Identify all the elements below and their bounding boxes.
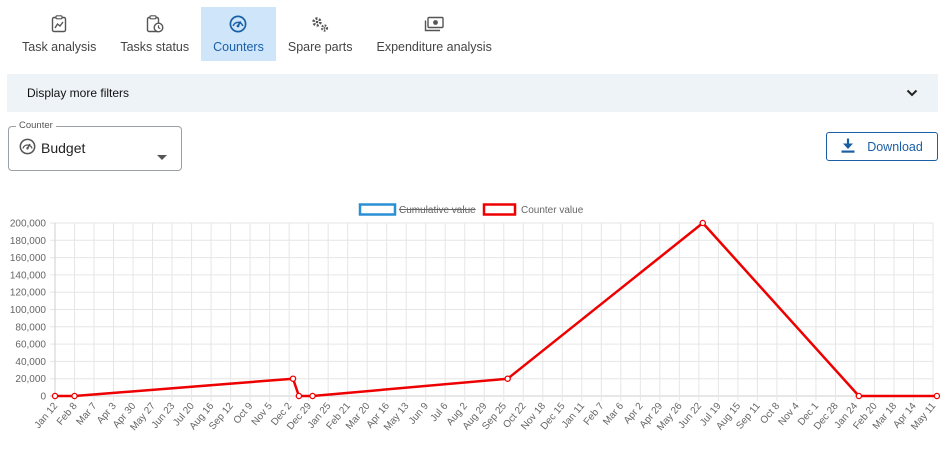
y-tick-label: 120,000 (10, 288, 47, 299)
clipboard-clock-icon (144, 13, 166, 35)
tab-spare-parts[interactable]: Spare parts (276, 7, 365, 61)
download-icon (841, 138, 867, 156)
counter-select-label: Counter (16, 120, 56, 131)
y-tick-label: 40,000 (15, 357, 46, 368)
more-filters-toggle[interactable]: Display more filters (7, 74, 938, 112)
data-point (71, 392, 78, 400)
download-label: Download (867, 139, 923, 154)
chart-clipboard-icon (48, 13, 70, 35)
gauge-icon (19, 138, 41, 158)
counter-select[interactable]: Counter Budget (8, 120, 182, 171)
tab-label: Counters (213, 40, 264, 54)
y-tick-label: 180,000 (10, 236, 47, 247)
data-point (295, 392, 303, 400)
download-button[interactable]: Download (826, 132, 938, 161)
counter-select-value: Budget (41, 140, 86, 156)
x-tick-label: Feb 7 (582, 401, 607, 428)
gears-icon (309, 13, 331, 35)
y-tick-label: 100,000 (10, 305, 47, 316)
money-icon (423, 13, 445, 35)
tab-label: Task analysis (22, 40, 97, 54)
tab-label: Expenditure analysis (376, 40, 492, 54)
x-tick-label: Feb 8 (55, 401, 80, 428)
x-tick-label: Mar 7 (74, 401, 99, 428)
tab-label: Spare parts (287, 40, 353, 54)
x-tick-label: Mar 6 (601, 401, 626, 428)
data-point (933, 392, 941, 400)
caret-down-icon (157, 147, 167, 165)
more-filters-label: Display more filters (27, 86, 130, 100)
tab-label: Tasks status (120, 40, 190, 54)
chevron-down-icon (906, 86, 918, 100)
legend-label-cumulative: Cumulative value (399, 205, 476, 216)
data-point (855, 392, 863, 400)
data-point (51, 392, 59, 400)
x-tick-label: Jun 9 (407, 401, 431, 427)
tab-task-analysis[interactable]: Task analysis (10, 7, 108, 61)
data-point (699, 219, 707, 227)
tab-tasks-status[interactable]: Tasks status (108, 7, 201, 61)
y-tick-label: 60,000 (15, 340, 46, 351)
y-tick-label: 140,000 (10, 270, 47, 281)
gauge-icon (227, 13, 249, 35)
data-point (504, 375, 511, 382)
tab-bar: Task analysis Tasks status Counters Spar… (10, 7, 504, 61)
y-tick-label: 0 (40, 392, 46, 403)
y-tick-label: 160,000 (10, 253, 47, 264)
data-point (309, 392, 316, 400)
y-tick-label: 20,000 (15, 374, 46, 385)
tab-expenditure-analysis[interactable]: Expenditure analysis (364, 7, 503, 61)
legend-swatch-counter (482, 203, 517, 216)
legend-label-counter: Counter value (521, 205, 584, 216)
counter-chart: 0 20,000 40,000 60,000 80,000 100,000 120,000 1… (10, 203, 941, 433)
y-tick-label: 200,000 (10, 219, 47, 230)
tab-counters[interactable]: Counters (201, 7, 276, 61)
data-point (289, 375, 297, 382)
legend-swatch-cumulative (358, 203, 397, 216)
x-tick-label: Jan 12 (33, 401, 61, 431)
y-tick-label: 80,000 (15, 322, 46, 333)
